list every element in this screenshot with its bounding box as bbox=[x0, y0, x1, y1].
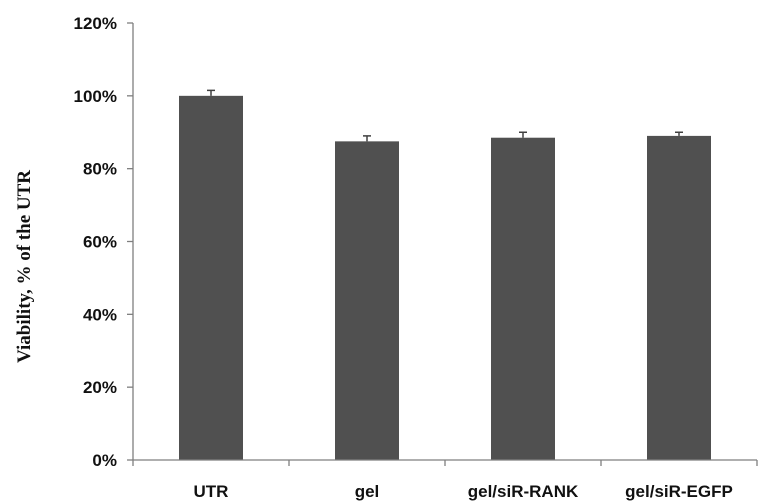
y-tick-label: 0% bbox=[92, 451, 117, 470]
bar bbox=[491, 137, 555, 460]
y-tick-label: 100% bbox=[74, 87, 117, 106]
y-tick-label: 60% bbox=[83, 233, 117, 252]
x-axis-ticks bbox=[132, 460, 758, 466]
y-axis-tick-labels: 0% 20% 40% 60% 80% 100% 120% bbox=[74, 14, 117, 470]
y-tick-label: 20% bbox=[83, 378, 117, 397]
x-category-label: UTR bbox=[194, 482, 229, 501]
y-axis-title: Viability, % of the UTR bbox=[14, 170, 35, 363]
bar bbox=[335, 141, 399, 460]
y-axis-ticks bbox=[127, 22, 133, 461]
y-tick-label: 120% bbox=[74, 14, 117, 33]
x-axis-category-labels: UTR gel gel/siR-RANK gel/siR-EGFP bbox=[194, 482, 733, 501]
x-category-label: gel bbox=[355, 482, 380, 501]
y-tick-label: 80% bbox=[83, 160, 117, 179]
y-tick-label: 40% bbox=[83, 305, 117, 324]
error-bars bbox=[207, 89, 683, 142]
bar bbox=[179, 95, 243, 460]
bar bbox=[647, 135, 711, 460]
bars bbox=[179, 95, 711, 460]
x-category-label: gel/siR-RANK bbox=[468, 482, 579, 501]
x-category-label: gel/siR-EGFP bbox=[625, 482, 733, 501]
